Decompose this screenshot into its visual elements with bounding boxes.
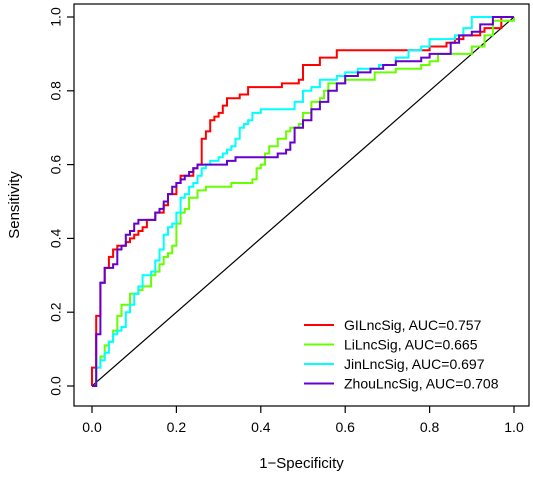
legend-label-1: GILncSig, AUC=0.757 [344, 317, 482, 333]
y-tick-label: 0.4 [48, 228, 64, 248]
x-tick-label: 0.8 [420, 419, 440, 435]
roc-curve-series-3 [92, 16, 514, 387]
legend-label-2: LiLncSig, AUC=0.665 [344, 337, 478, 353]
legend-label-4: ZhouLncSig, AUC=0.708 [344, 376, 499, 392]
x-tick-label: 0.0 [82, 419, 102, 435]
x-tick-label: 0.2 [167, 419, 187, 435]
legend-label-3: JinLncSig, AUC=0.697 [344, 356, 485, 372]
axis-ticks: 0.0 0.2 0.4 0.6 0.8 1.0 0.0 0.2 0.4 0.6 0.8 1.0 [48, 7, 524, 435]
x-tick-label: 1.0 [504, 419, 524, 435]
y-tick-label: 1.0 [48, 7, 64, 27]
legend: GILncSig, AUC=0.757 LiLncSig, AUC=0.665 Ji… [304, 317, 499, 392]
x-tick-label: 0.6 [335, 419, 355, 435]
roc-curves [91, 16, 515, 387]
x-axis-title: 1−Specificity [259, 455, 344, 472]
x-tick-label: 0.4 [251, 419, 271, 435]
y-tick-label: 0.8 [48, 81, 64, 101]
y-tick-label: 0.2 [48, 302, 64, 322]
plot-frame [73, 3, 530, 407]
roc-curve-series-4 [92, 16, 514, 387]
y-tick-label: 0.6 [48, 155, 64, 175]
y-tick-label: 0.0 [48, 376, 64, 396]
y-axis-title: Sensitivity [6, 171, 23, 239]
reference-diagonal-line [91, 16, 515, 387]
